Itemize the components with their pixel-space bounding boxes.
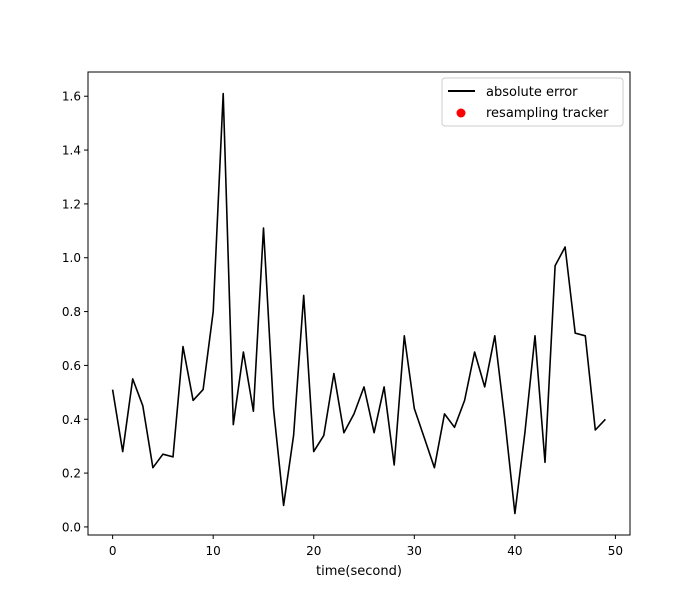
legend-label-resampling-tracker: resampling tracker bbox=[486, 106, 609, 121]
legend-label-absolute-error: absolute error bbox=[486, 85, 578, 100]
legend-box bbox=[441, 77, 624, 127]
x-axis-label: time(second) bbox=[316, 564, 402, 579]
y-tick-label: 0.4 bbox=[62, 413, 81, 427]
x-axis: 0 10 20 30 40 50 bbox=[109, 535, 623, 558]
series-line-absolute-error bbox=[111, 92, 606, 515]
plot-area bbox=[88, 72, 630, 535]
series-layer bbox=[111, 92, 606, 515]
y-tick-label: 1.6 bbox=[62, 90, 81, 104]
legend-dot-marker bbox=[456, 108, 466, 118]
y-tick-label: 1.0 bbox=[62, 251, 81, 265]
x-tick-label: 10 bbox=[206, 544, 221, 558]
plot-frame bbox=[87, 71, 631, 536]
y-tick-label: 0.8 bbox=[62, 305, 81, 319]
x-tick-label: 50 bbox=[608, 544, 623, 558]
x-tick-label: 30 bbox=[407, 544, 422, 558]
y-tick-label: 1.2 bbox=[62, 197, 81, 211]
y-tick-label: 0.0 bbox=[62, 520, 81, 534]
y-tick-label: 0.6 bbox=[62, 359, 81, 373]
x-tick-label: 20 bbox=[306, 544, 321, 558]
x-tick-label: 40 bbox=[507, 544, 522, 558]
y-tick-label: 0.2 bbox=[62, 467, 81, 481]
y-axis: 0.0 0.2 0.4 0.6 0.8 1.0 1.2 1.4 1.6 bbox=[62, 90, 88, 534]
legend: absolute error resampling tracker bbox=[441, 77, 624, 127]
x-tick-label: 0 bbox=[109, 544, 117, 558]
y-tick-label: 1.4 bbox=[62, 144, 81, 158]
